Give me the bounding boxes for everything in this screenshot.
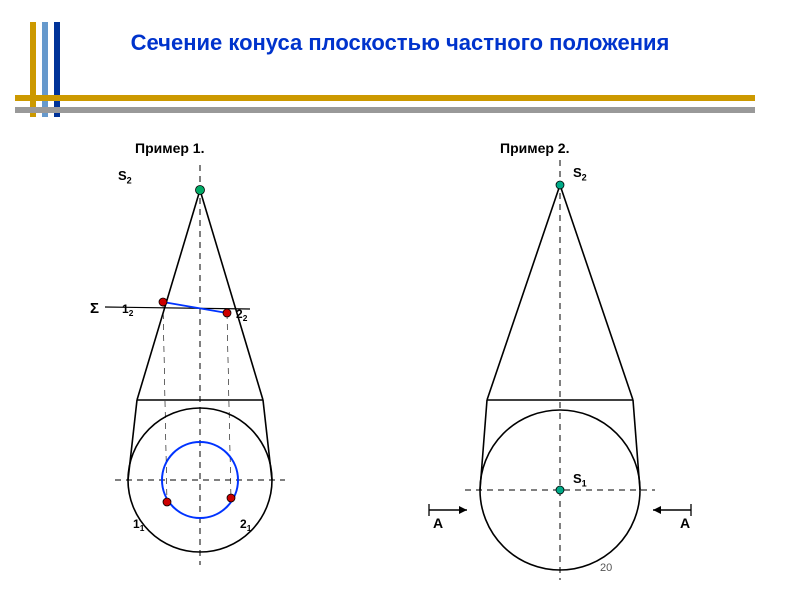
- svg-text:S2: S2: [118, 168, 132, 185]
- svg-text:A: A: [433, 515, 443, 531]
- diagrams-canvas: S212221121ΣS2S1AA: [0, 0, 800, 600]
- svg-text:11: 11: [133, 517, 145, 533]
- svg-text:Σ: Σ: [90, 300, 99, 317]
- svg-text:21: 21: [240, 517, 252, 533]
- svg-text:S1: S1: [573, 471, 587, 488]
- svg-text:12: 12: [122, 302, 134, 318]
- svg-text:A: A: [680, 515, 690, 531]
- svg-text:S2: S2: [573, 165, 587, 182]
